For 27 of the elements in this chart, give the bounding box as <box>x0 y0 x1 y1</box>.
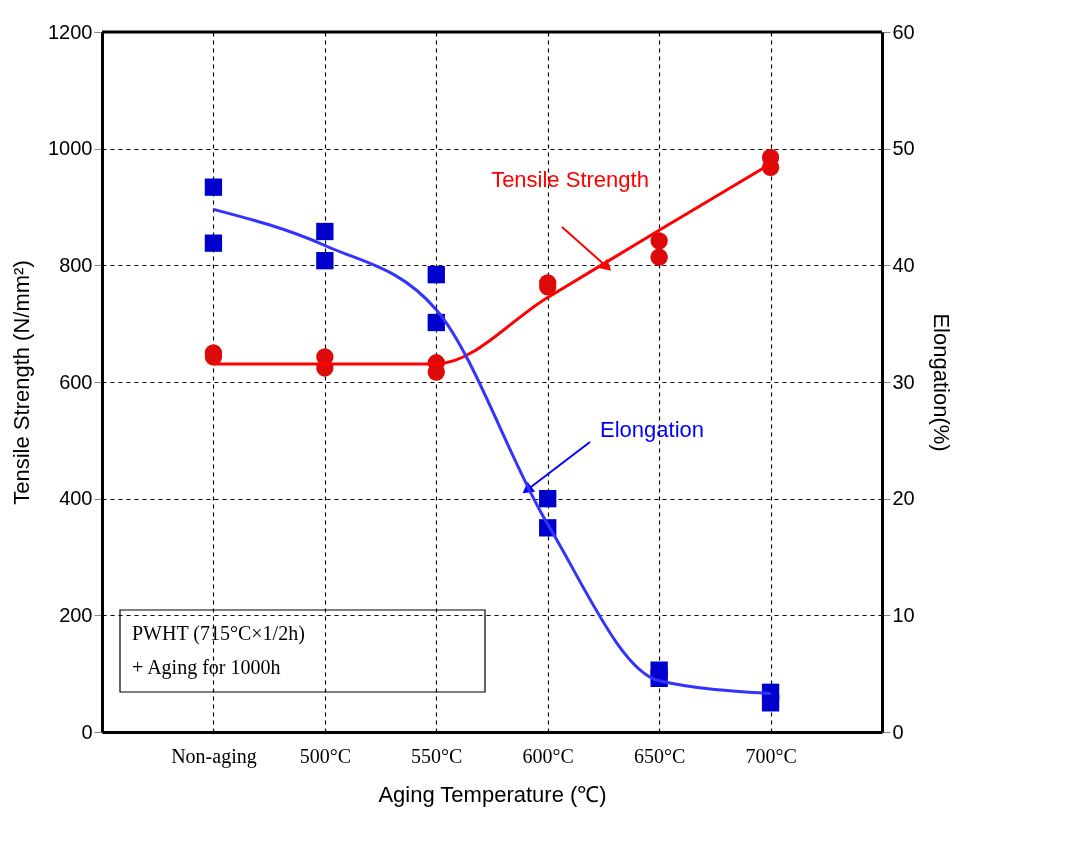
x-axis-title: Aging Temperature (℃) <box>378 781 607 807</box>
x-tick-label: 700°C <box>745 744 797 767</box>
x-tick-label: 500°C <box>299 744 352 767</box>
y-tick-label: 1000 <box>48 137 93 160</box>
annotation: PWHT (715°C×1/2h) <box>132 622 305 645</box>
annotation: Elongation <box>600 417 704 442</box>
y2-tick-label: 40 <box>892 253 915 276</box>
y-axis-title: Tensile Strength (N/mm²) <box>9 260 35 505</box>
x-tick-label: 550°C <box>411 744 463 767</box>
x-tick-label: 650°C <box>633 744 686 767</box>
y2-tick-label: 50 <box>892 137 915 160</box>
y-tick-label: 1200 <box>48 20 93 43</box>
y-tick-label: 0 <box>81 720 93 743</box>
y-tick-label: 200 <box>59 603 93 626</box>
y-tick-label: 400 <box>59 487 93 510</box>
y-tick-label: 600 <box>59 370 93 393</box>
y2-tick-label: 30 <box>892 370 915 393</box>
y2-axis-title: Elongation(%) <box>928 313 954 452</box>
y-tick-label: 800 <box>59 253 93 276</box>
x-tick-label: Non-aging <box>171 744 257 768</box>
y2-tick-label: 0 <box>892 720 904 743</box>
y2-tick-label: 20 <box>892 487 915 510</box>
x-tick-label: 600°C <box>522 744 574 767</box>
y2-tick-label: 60 <box>892 20 915 43</box>
y2-tick-label: 10 <box>892 603 915 626</box>
annotation: + Aging for 1000h <box>132 656 281 679</box>
annotation: Tensile Strength <box>491 167 649 192</box>
